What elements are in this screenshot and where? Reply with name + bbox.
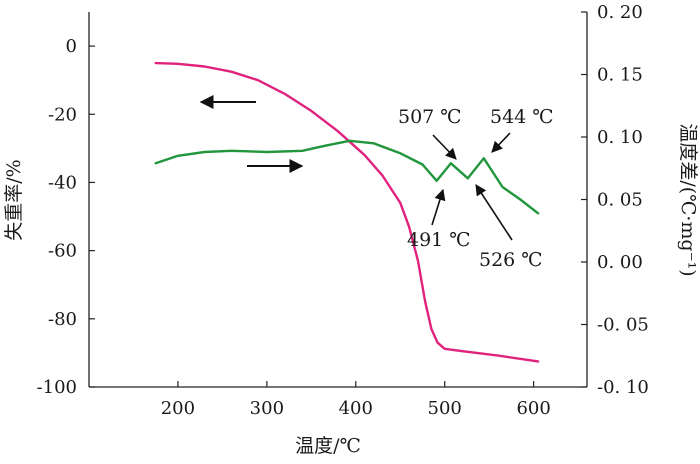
annotation-526-label: 526 ℃ <box>479 249 543 271</box>
x-tick-label: 300 <box>250 398 284 419</box>
y-left-tick-label: -80 <box>48 309 77 330</box>
x-tick-label: 500 <box>428 398 462 419</box>
y-right-tick-label: 0. 05 <box>597 190 643 211</box>
y-right-axis-title: 温度差/(℃·mg⁻¹) <box>677 123 699 276</box>
axis-ticks <box>89 11 587 388</box>
annotation-491-arrow <box>431 188 446 226</box>
x-tick-label: 400 <box>339 398 373 419</box>
x-tick-label: 200 <box>161 398 195 419</box>
x-axis-title: 温度/℃ <box>295 435 361 457</box>
y-left-tick-label: -20 <box>48 104 77 125</box>
annotation-507-arrow <box>432 134 457 160</box>
annotation-544-arrow <box>491 132 511 153</box>
series-layer <box>154 61 540 363</box>
y-right-tick-label: 0. 10 <box>597 127 643 148</box>
x-tick-label: 600 <box>516 398 550 419</box>
y-right-tick-label: 0. 20 <box>597 2 643 23</box>
y-right-tick-label: -0. 05 <box>597 315 649 336</box>
annotation-544-label: 544 ℃ <box>490 106 554 128</box>
y-left-axis-title: 失重率/% <box>3 159 25 240</box>
y-right-tick-label: 0. 15 <box>597 65 643 86</box>
annotation-507-label: 507 ℃ <box>398 106 462 128</box>
y-left-tick-label: -60 <box>48 241 77 262</box>
y-left-tick-label: 0 <box>66 36 77 57</box>
temperature-difference-curve <box>154 139 540 215</box>
weight-loss-curve <box>154 61 540 363</box>
annotation-526-arrow <box>475 184 513 241</box>
annotation-491-label: 491 ℃ <box>407 229 471 251</box>
y-left-tick-label: -40 <box>48 172 77 193</box>
axis-tick-labels: 200 300 400 500 600 0 -20 -40 -60 -80 -100 0. 20 0. … <box>37 2 649 419</box>
y-left-tick-label: -100 <box>37 377 77 398</box>
y-right-tick-label: -0. 10 <box>597 377 649 398</box>
y-right-tick-label: 0. 00 <box>597 252 643 273</box>
